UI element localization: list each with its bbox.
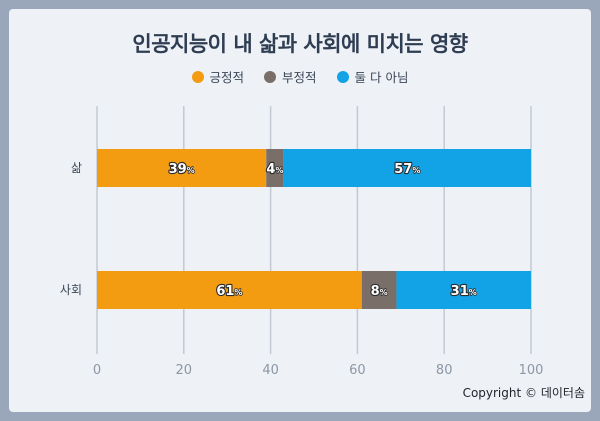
chart-title: 인공지능이 내 삶과 사회에 미치는 영향 [132, 32, 468, 56]
bar-data-unit: % [380, 288, 388, 297]
bar-segment [283, 149, 531, 187]
bar-data-unit: % [234, 288, 242, 297]
chart-legend: 긍정적 부정적 둘 다 아님 [0, 67, 600, 86]
bar-segment [396, 271, 531, 309]
legend-dot-negative [264, 70, 277, 83]
y-category-label: 사회 [60, 283, 82, 297]
bar-data-label: 39% [169, 162, 195, 177]
bar-data-value: 39 [169, 162, 187, 177]
bar-data-unit: % [187, 166, 195, 175]
bar-segment [97, 271, 362, 309]
bar-data-unit: % [412, 166, 420, 175]
bar-data-value: 57 [394, 162, 412, 177]
x-tick-label: 40 [262, 363, 279, 378]
x-tick-label: 100 [519, 363, 544, 378]
bar-data-unit: % [469, 288, 477, 297]
bar-data-value: 61 [216, 284, 234, 299]
bar-data-label: 4% [266, 162, 283, 177]
legend-item-negative: 부정적 [264, 67, 317, 86]
y-category-label: 삶 [71, 161, 82, 175]
x-tick-label: 20 [176, 363, 193, 378]
bar-data-label: 8% [371, 284, 388, 299]
bar-data-value: 8 [371, 284, 380, 299]
bar-segment [97, 149, 267, 187]
bar-data-label: 61% [216, 284, 242, 299]
legend-label-negative: 부정적 [282, 70, 317, 85]
chart-card [9, 9, 591, 412]
legend-dot-positive [191, 70, 204, 83]
legend-dot-neither [336, 70, 349, 83]
bar-data-value: 4 [266, 162, 275, 177]
legend-item-positive: 긍정적 [191, 67, 245, 86]
legend-label-neither: 둘 다 아님 [354, 70, 409, 85]
bar-data-value: 31 [451, 284, 469, 299]
copyright-text: Copyright © 데이터솜 [462, 386, 585, 400]
legend-item-neither: 둘 다 아님 [336, 67, 409, 86]
bar-segment [266, 149, 284, 187]
bar-data-label: 31% [451, 284, 477, 299]
x-tick-label: 80 [436, 363, 453, 378]
x-tick-label: 0 [93, 363, 101, 378]
legend-label-positive: 긍정적 [209, 70, 245, 85]
bar-data-unit: % [275, 166, 283, 175]
x-tick-label: 60 [349, 363, 366, 378]
bar-data-label: 57% [394, 162, 420, 177]
bar-segment [361, 271, 397, 309]
